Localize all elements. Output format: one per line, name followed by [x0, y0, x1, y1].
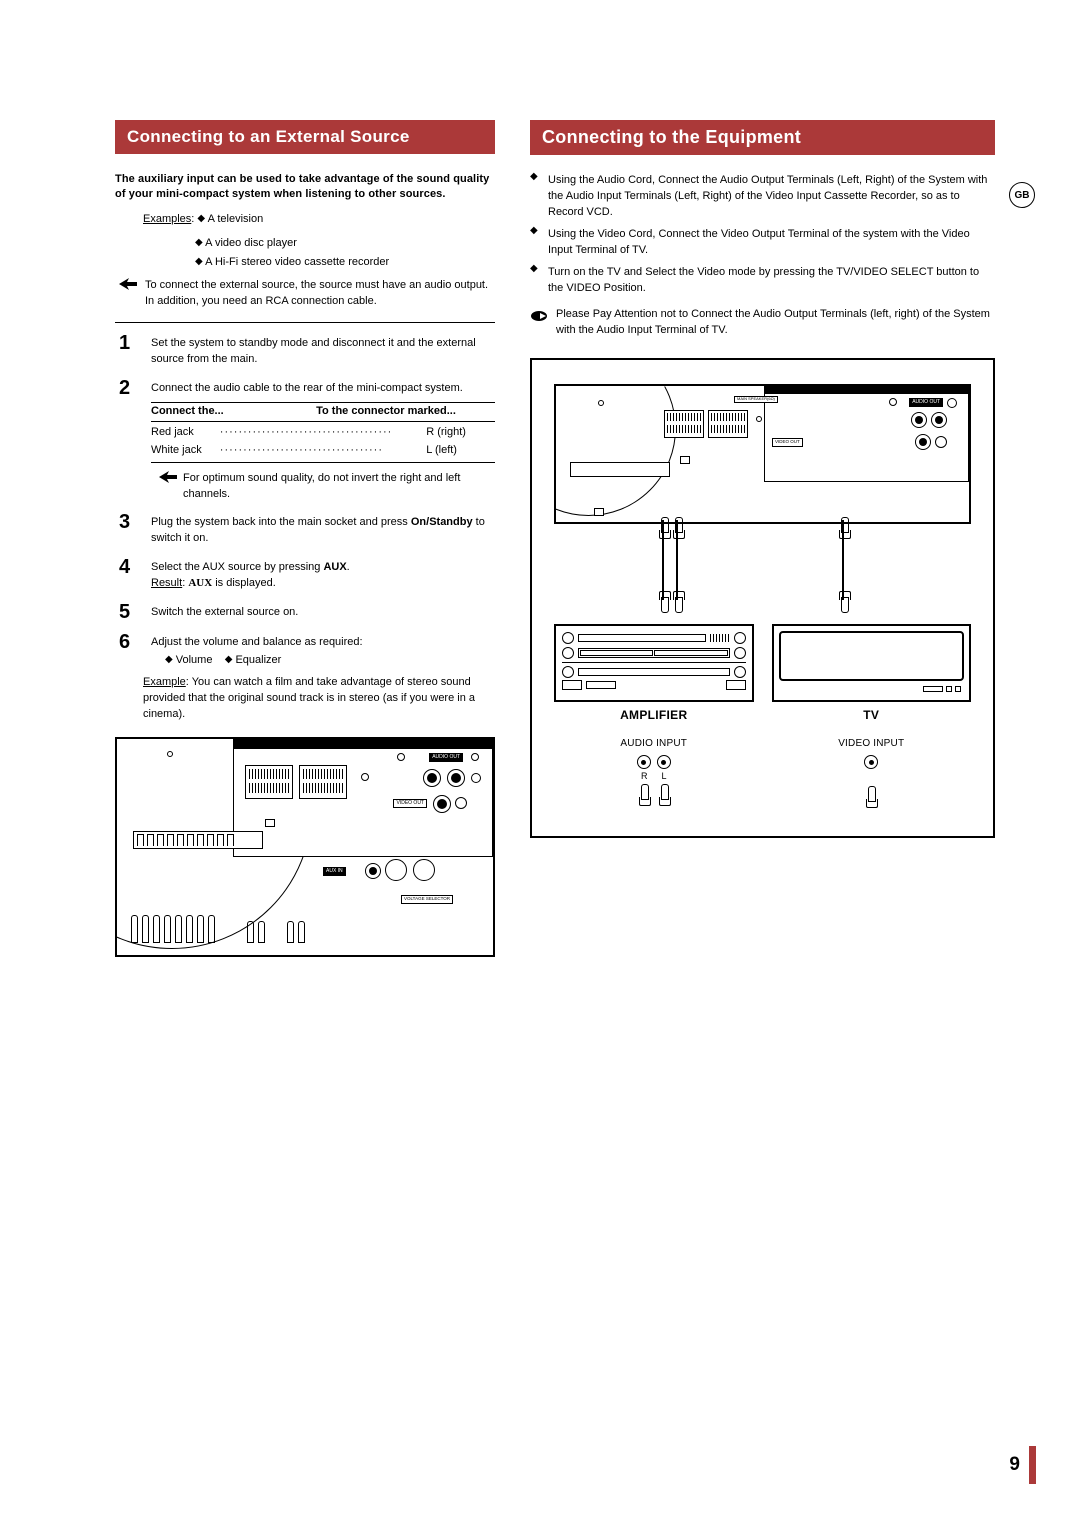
main-speaker-label: MAIN SPEAKER(6Ω) — [734, 396, 778, 402]
r-label: R — [641, 771, 648, 781]
voltage-label: VOLTAGE SELECTOR — [401, 895, 453, 903]
amplifier-label: AMPLIFIER — [554, 708, 754, 722]
step-num: 5 — [119, 602, 141, 622]
bullet-text: Using the Video Cord, Connect the Video … — [548, 227, 995, 259]
step-body: Connect the audio cable to the rear of t… — [151, 378, 495, 503]
step-body: Switch the external source on. — [151, 602, 495, 622]
table-row: Red jack································… — [151, 424, 495, 442]
plug-icon — [639, 784, 649, 806]
bullet-text: Using the Audio Cord, Connect the Audio … — [548, 173, 995, 221]
step-num: 1 — [119, 333, 141, 368]
amplifier-block: AMPLIFIER AUDIO INPUT R L — [554, 624, 754, 808]
aux-in-label: AUX IN — [323, 867, 346, 876]
divider — [115, 322, 495, 323]
audio-ports — [554, 755, 754, 769]
note-icon — [159, 471, 177, 502]
page-number: 9 — [1009, 1454, 1020, 1476]
left-heading: Connecting to an External Source — [115, 120, 495, 154]
port-icon — [864, 755, 878, 769]
rear-panel-diagram: AUDIO OUT VIDEO OUT — [115, 737, 495, 957]
video-port — [772, 755, 972, 769]
video-input-label: VIDEO INPUT — [772, 738, 972, 749]
step-num: 2 — [119, 378, 141, 503]
example-item: A Hi-Fi stereo video cassette recorder — [205, 256, 389, 268]
l-label: L — [661, 771, 666, 781]
step-num: 4 — [119, 557, 141, 592]
sub-note: For optimum sound quality, do not invert… — [151, 465, 495, 502]
system-rear-box: MAIN SPEAKER(6Ω) AUDIO OUT VIDEO OUT — [554, 384, 971, 524]
bullet-list: ◆Using the Audio Cord, Connect the Audio… — [530, 173, 995, 297]
examples-row: Examples: ◆ A television — [115, 211, 495, 229]
step-body: Set the system to standby mode and disco… — [151, 333, 495, 368]
example-item: A video disc player — [205, 237, 297, 249]
page-accent-bar — [1029, 1446, 1036, 1484]
step-4: 4 Select the AUX source by pressing AUX.… — [115, 557, 495, 592]
port-icon — [657, 755, 671, 769]
plug-icon — [866, 786, 876, 808]
gb-badge: GB — [1009, 182, 1035, 208]
tv-label: TV — [772, 708, 972, 722]
step-body: Plug the system back into the main socke… — [151, 512, 495, 547]
examples-label: Examples — [143, 213, 191, 225]
audio-out-label: AUDIO OUT — [909, 398, 943, 407]
attention-text: Please Pay Attention not to Connect the … — [556, 307, 995, 339]
video-out-label: VIDEO OUT — [772, 438, 803, 446]
note-icon — [119, 278, 137, 310]
attention-row: Please Pay Attention not to Connect the … — [530, 307, 995, 339]
step-6: 6 Adjust the volume and balance as requi… — [115, 632, 495, 670]
video-out-label: VIDEO OUT — [393, 799, 427, 808]
example-block: Example: You can watch a film and take a… — [115, 675, 495, 723]
step-2: 2 Connect the audio cable to the rear of… — [115, 378, 495, 503]
connector-table: Connect the... To the connector marked..… — [151, 402, 495, 463]
plug-icon — [659, 784, 669, 806]
audio-out-label: AUDIO OUT — [429, 753, 463, 762]
step-5: 5 Switch the external source on. — [115, 602, 495, 622]
left-column: Connecting to an External Source The aux… — [115, 120, 495, 957]
intro-text: The auxiliary input can be used to take … — [115, 172, 495, 203]
connection-diagram: MAIN SPEAKER(6Ω) AUDIO OUT VIDEO OUT — [530, 358, 995, 838]
table-header: To the connector marked... — [316, 404, 456, 420]
amplifier-drawing — [554, 624, 754, 702]
note-text: To connect the external source, the sour… — [145, 278, 495, 310]
example-item: A television — [208, 213, 264, 225]
right-heading: Connecting to the Equipment — [530, 120, 995, 155]
audio-input-label: AUDIO INPUT — [554, 738, 754, 749]
table-header: Connect the... — [151, 404, 316, 420]
bullet-text: Turn on the TV and Select the Video mode… — [548, 265, 995, 297]
lower-devices-row: AMPLIFIER AUDIO INPUT R L — [546, 624, 979, 808]
step-num: 6 — [119, 632, 141, 670]
page-columns: Connecting to an External Source The aux… — [115, 120, 995, 957]
port-icon — [637, 755, 651, 769]
attention-icon — [530, 307, 548, 339]
tv-block: TV VIDEO INPUT — [772, 624, 972, 808]
right-column: Connecting to the Equipment ◆Using the A… — [530, 120, 995, 957]
note-row: To connect the external source, the sour… — [115, 272, 495, 318]
step-3: 3 Plug the system back into the main soc… — [115, 512, 495, 547]
table-row: White jack······························… — [151, 442, 495, 460]
examples-items: ◆ A video disc player ◆ A Hi-Fi stereo v… — [115, 234, 495, 271]
step-1: 1 Set the system to standby mode and dis… — [115, 333, 495, 368]
step-body: Adjust the volume and balance as require… — [151, 632, 495, 670]
step-num: 3 — [119, 512, 141, 547]
step-body: Select the AUX source by pressing AUX. R… — [151, 557, 495, 592]
tv-drawing — [772, 624, 972, 702]
